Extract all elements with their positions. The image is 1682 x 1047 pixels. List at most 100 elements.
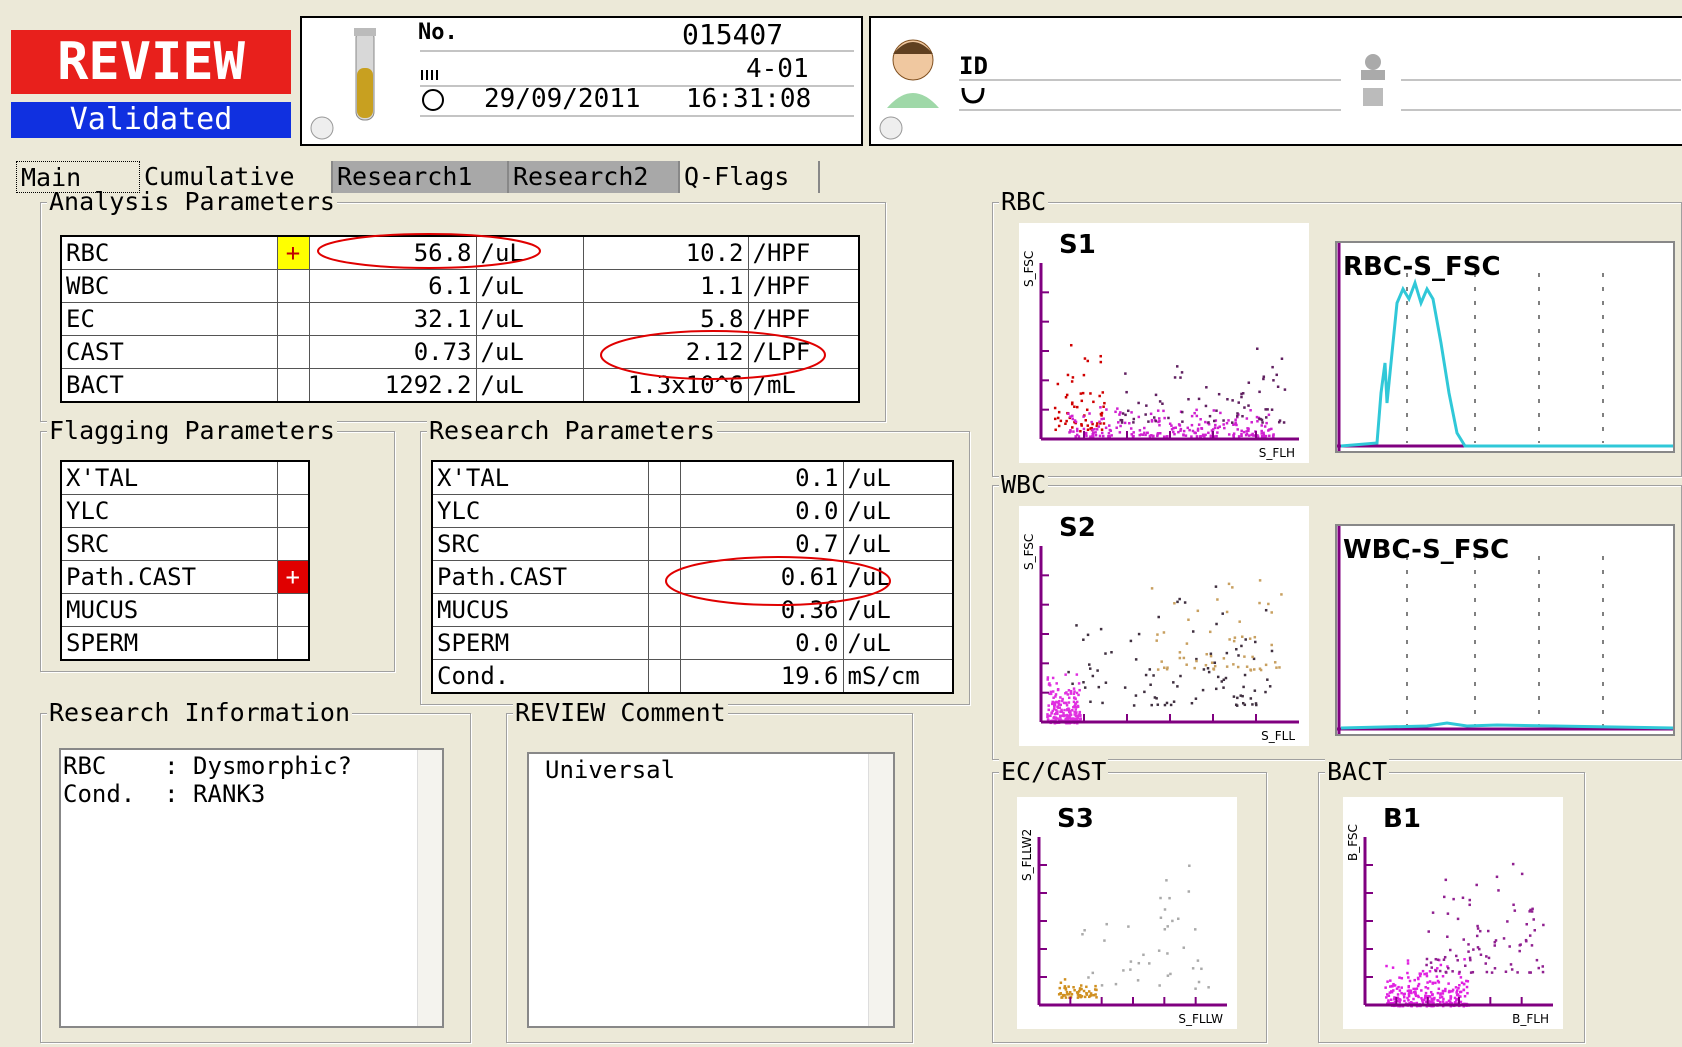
scatter-dot [1104, 652, 1107, 655]
scatter-dot [1179, 429, 1182, 432]
scatter-dot [1190, 423, 1194, 427]
scatter-dot [1509, 963, 1513, 966]
scatter-dot [1183, 601, 1187, 604]
scatter-dot [1461, 896, 1465, 900]
scatter-dot [1200, 967, 1203, 971]
scatter-dot [1064, 396, 1068, 399]
scatter-dot [1200, 427, 1204, 430]
x-axis-label: S_FLLW [1178, 1012, 1223, 1026]
scatter-dot [1427, 930, 1430, 933]
scatter-dot [1213, 661, 1217, 664]
scatter-dot [1237, 654, 1240, 657]
histogram-canvas: WBC-S_FSC [1337, 526, 1674, 734]
scatter-dot [1476, 927, 1480, 930]
scatter-dot [1445, 971, 1448, 974]
scatter-dot [1462, 982, 1466, 986]
scatter-dot [1166, 974, 1170, 977]
scatter-dot [1118, 413, 1121, 416]
tab[interactable]: Main [16, 161, 140, 193]
y-axis-label: S_FSC [1022, 251, 1036, 287]
scatter-dot [1472, 948, 1475, 951]
x-axis-label: S_FLL [1261, 729, 1295, 743]
scatter-dot [1213, 664, 1217, 668]
tab[interactable]: Research2 [509, 161, 680, 193]
flag-cell [276, 368, 310, 403]
table-row: SPERM [60, 626, 310, 661]
scatter-dot [1455, 954, 1458, 958]
scatter-dot [1071, 417, 1074, 421]
scatter-dot [1061, 714, 1064, 718]
scatter-dot [1212, 409, 1216, 412]
scatter-dot [1217, 392, 1221, 396]
scatter-dot [1486, 929, 1490, 933]
scatter-dot [1067, 710, 1071, 714]
scatter-dot [1202, 434, 1205, 438]
scatter-dot [1101, 434, 1105, 438]
scatter-dot [1132, 434, 1135, 438]
scatter-dot [1437, 987, 1441, 991]
scatter-dot [1064, 422, 1067, 426]
scatter-dot [1059, 703, 1062, 707]
scatter-dot [1125, 390, 1128, 394]
plot-group: WBC S2 S_FSC S_FLL WBC-S_FSC [992, 471, 1682, 760]
scatter-dot [1218, 425, 1221, 428]
scatter-dot [1207, 986, 1210, 989]
scatter-dot [1457, 972, 1461, 975]
tab[interactable]: Q-Flags [680, 161, 820, 193]
scatter-dot [1084, 419, 1087, 422]
scatter-dot [1278, 666, 1281, 669]
scrollbar [868, 754, 893, 1026]
scatter-dot [1209, 435, 1213, 438]
scatter-dot [1162, 435, 1166, 438]
scatter-dot [1171, 919, 1174, 923]
scatter-dot [1148, 435, 1152, 438]
scatter-dot [1077, 693, 1080, 697]
scatter-dot [1420, 997, 1423, 1000]
scatter-dot [1046, 678, 1049, 681]
table-cell: X'TAL [431, 460, 649, 495]
scatter-dot [1263, 425, 1267, 428]
scatter-dot [1190, 435, 1193, 438]
scatter-dot [1066, 716, 1069, 719]
histogram: RBC-S_FSC [1335, 241, 1675, 453]
scatter-dot [1077, 682, 1081, 685]
scatter-dot [1085, 992, 1088, 995]
scatter-dot [1389, 1002, 1392, 1005]
scatter-dot [1108, 424, 1111, 427]
table-cell: /LPF [747, 335, 860, 369]
group-title: WBC [999, 470, 1049, 499]
scatter-dot [1392, 982, 1395, 986]
tab[interactable]: Cumulative [140, 161, 333, 193]
scatter-dot [1079, 984, 1083, 987]
scatter-dot [1389, 979, 1392, 982]
scatter-dot [1541, 965, 1545, 968]
scatter-dot [1467, 950, 1470, 953]
scatter-dot [1057, 424, 1061, 428]
scatter-dot [1159, 916, 1163, 919]
scatter-dot [1434, 969, 1438, 973]
scatter-dot [1061, 699, 1064, 703]
scatter-dot [1194, 928, 1197, 931]
scatter-dot [1398, 989, 1402, 992]
scatter-dot [1430, 966, 1434, 969]
table-cell: 0.7 [679, 527, 844, 561]
scatter-dot [1178, 424, 1182, 427]
scatter-dot [1048, 684, 1052, 687]
scatter-dot [1258, 390, 1261, 394]
scatter-dot [1099, 422, 1102, 425]
flag-cell [276, 302, 310, 336]
scatter-dot [1094, 433, 1098, 437]
scatter-dot [1069, 717, 1073, 721]
scatter-dot [1240, 392, 1243, 396]
scatter-dot [1104, 681, 1108, 684]
scatter-dot [1101, 701, 1104, 705]
scatter-dot [1268, 434, 1271, 438]
scatter-dot [1080, 987, 1083, 991]
scatter-dot [1409, 989, 1413, 993]
tab[interactable]: Research1 [333, 161, 509, 193]
scatter-dot [1054, 695, 1057, 698]
scatter-dot [1440, 995, 1444, 999]
scatter-dot [1431, 911, 1435, 914]
scatter-dot [1469, 958, 1472, 962]
table-row: EC 32.1/uL 5.8/HPF [60, 302, 860, 336]
